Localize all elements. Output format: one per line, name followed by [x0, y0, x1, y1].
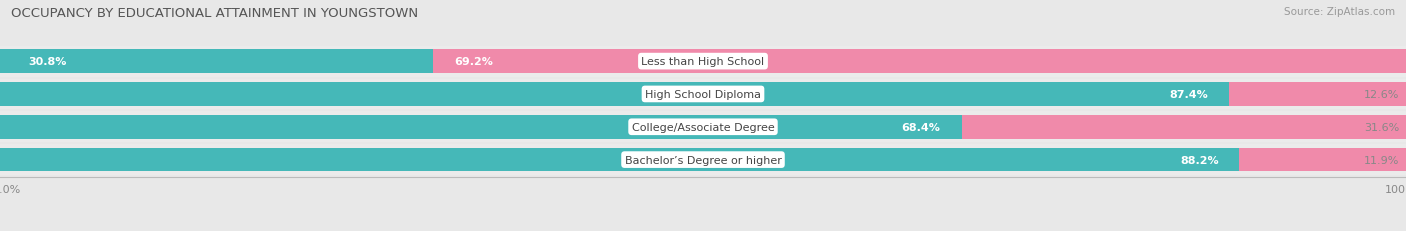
Bar: [1229, 83, 1406, 106]
Bar: [1239, 148, 1406, 172]
Text: Source: ZipAtlas.com: Source: ZipAtlas.com: [1284, 7, 1395, 17]
Text: OCCUPANCY BY EDUCATIONAL ATTAINMENT IN YOUNGSTOWN: OCCUPANCY BY EDUCATIONAL ATTAINMENT IN Y…: [11, 7, 419, 20]
Text: 69.2%: 69.2%: [454, 57, 494, 67]
Text: Bachelor’s Degree or higher: Bachelor’s Degree or higher: [624, 155, 782, 165]
Bar: [962, 116, 1406, 139]
Text: 31.6%: 31.6%: [1364, 122, 1399, 132]
Bar: [0, 50, 433, 74]
Text: 11.9%: 11.9%: [1364, 155, 1399, 165]
Text: 30.8%: 30.8%: [28, 57, 66, 67]
Bar: [0, 46, 1406, 77]
Text: 87.4%: 87.4%: [1168, 90, 1208, 100]
Text: 12.6%: 12.6%: [1364, 90, 1399, 100]
Text: Less than High School: Less than High School: [641, 57, 765, 67]
Text: College/Associate Degree: College/Associate Degree: [631, 122, 775, 132]
Bar: [0, 116, 962, 139]
Bar: [0, 83, 1229, 106]
Bar: [433, 50, 1406, 74]
Bar: [0, 112, 1406, 143]
Bar: [0, 145, 1406, 175]
Text: High School Diploma: High School Diploma: [645, 90, 761, 100]
Text: 68.4%: 68.4%: [901, 122, 941, 132]
Bar: [0, 148, 1240, 172]
Bar: [0, 79, 1406, 110]
Text: 88.2%: 88.2%: [1181, 155, 1219, 165]
